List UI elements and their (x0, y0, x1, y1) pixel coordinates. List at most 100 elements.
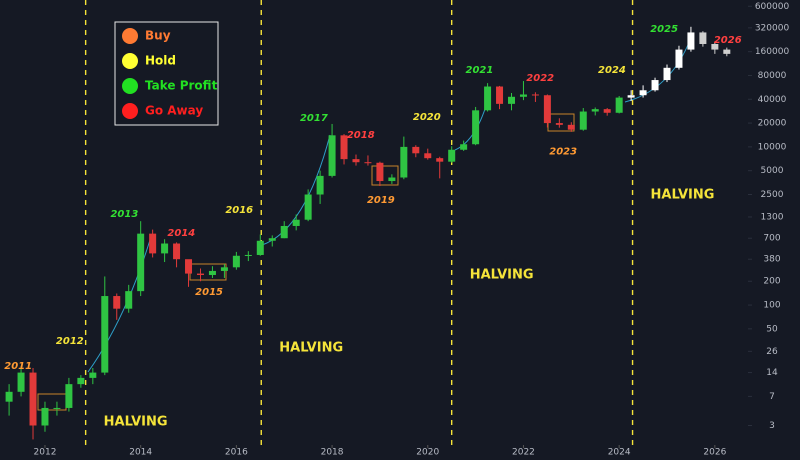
halving-label: HALVING (651, 188, 715, 203)
candle-body (507, 96, 515, 104)
legend-swatch (122, 78, 138, 94)
x-tick-label: 2022 (512, 448, 535, 458)
year-annotation: 2025 (650, 24, 678, 35)
x-tick-label: 2020 (416, 448, 439, 458)
candle-body (531, 94, 539, 96)
y-tick-label: 1300 (761, 212, 784, 222)
candle-body (304, 194, 312, 220)
trend-curve (624, 39, 691, 103)
candle-body (627, 95, 635, 98)
candle-body (555, 123, 563, 125)
year-annotation: 2014 (167, 228, 195, 239)
candle-body (436, 158, 444, 162)
candle-body (388, 177, 396, 182)
legend-swatch (122, 53, 138, 69)
candle-body (29, 372, 37, 426)
candle-body (472, 110, 480, 145)
y-tick-label: 20000 (758, 119, 787, 129)
candle-body (496, 86, 504, 104)
candle-body (53, 407, 61, 409)
y-tick-label: 600000 (755, 2, 790, 12)
candle-body (448, 149, 456, 162)
candle-body (292, 219, 300, 226)
year-annotation: 2018 (347, 130, 375, 141)
legend-label: Hold (145, 54, 176, 68)
y-tick-label: 40000 (758, 95, 787, 105)
candle-body (567, 124, 575, 130)
candle-body (519, 94, 527, 97)
candle-body (268, 238, 276, 241)
year-annotation: 2011 (4, 361, 32, 372)
year-annotation: 2021 (466, 65, 494, 76)
candle-body (723, 49, 731, 54)
y-tick-label: 50 (766, 324, 778, 334)
y-tick-label: 320000 (755, 23, 790, 33)
year-annotation: 2020 (413, 112, 441, 123)
candle-body (340, 135, 348, 160)
legend-swatch (122, 28, 138, 44)
year-annotation: 2019 (367, 195, 395, 206)
x-tick-label: 2014 (129, 448, 152, 458)
legend-label: Go Away (145, 104, 203, 118)
candle-body (711, 43, 719, 50)
candle-body (89, 372, 97, 378)
candle-body (244, 254, 252, 256)
y-tick-label: 7 (769, 392, 775, 402)
candle-body (256, 240, 264, 255)
candle-body (328, 135, 336, 176)
candle-body (125, 291, 133, 309)
candle-body (424, 153, 432, 159)
legend-label: Take Profit (145, 79, 218, 93)
year-annotation: 2023 (549, 147, 577, 158)
x-tick-label: 2026 (703, 448, 726, 458)
candle-body (17, 372, 25, 392)
candle-body (220, 267, 228, 271)
candle-body (460, 144, 468, 150)
x-tick-label: 2024 (608, 448, 631, 458)
candle-body (376, 162, 384, 182)
legend-swatch (122, 103, 138, 119)
halving-label: HALVING (279, 341, 343, 356)
y-tick-label: 26 (766, 347, 778, 357)
candle-body (173, 243, 181, 260)
candle-body (196, 273, 204, 275)
x-tick-label: 2012 (34, 448, 57, 458)
zone-box (371, 165, 399, 186)
candle-body (412, 146, 420, 154)
candle-body (101, 296, 109, 373)
candle-body (137, 233, 145, 292)
candle-body (208, 270, 216, 275)
y-tick-label: 200 (763, 277, 780, 287)
candle-body (41, 407, 49, 426)
candle-body (65, 384, 73, 408)
candle-body (185, 259, 193, 274)
candle-body (77, 377, 85, 385)
candle-body (543, 95, 551, 124)
candle-body (149, 233, 157, 254)
halving-label: HALVING (104, 415, 168, 430)
year-annotation: 2026 (714, 35, 742, 46)
candle-body (639, 90, 647, 96)
year-annotation: 2015 (195, 287, 223, 298)
candle-body (603, 109, 611, 113)
candle-body (5, 391, 13, 402)
candle-body (591, 109, 599, 112)
year-annotation: 2013 (110, 209, 138, 220)
candle-body (687, 32, 695, 50)
year-annotation: 2024 (598, 65, 626, 76)
candle-body (579, 111, 587, 130)
y-tick-label: 14 (766, 368, 778, 378)
candle-body (675, 49, 683, 68)
y-tick-label: 160000 (755, 47, 790, 57)
y-tick-label: 100 (763, 301, 780, 311)
year-annotation: 2012 (56, 336, 84, 347)
legend-label: Buy (145, 29, 171, 43)
candle-body (699, 32, 707, 44)
x-tick-label: 2016 (225, 448, 248, 458)
candle-body (232, 255, 240, 268)
candle-body (352, 159, 360, 163)
halving-label: HALVING (470, 267, 534, 282)
candle-body (280, 225, 288, 239)
y-tick-label: 10000 (758, 142, 787, 152)
